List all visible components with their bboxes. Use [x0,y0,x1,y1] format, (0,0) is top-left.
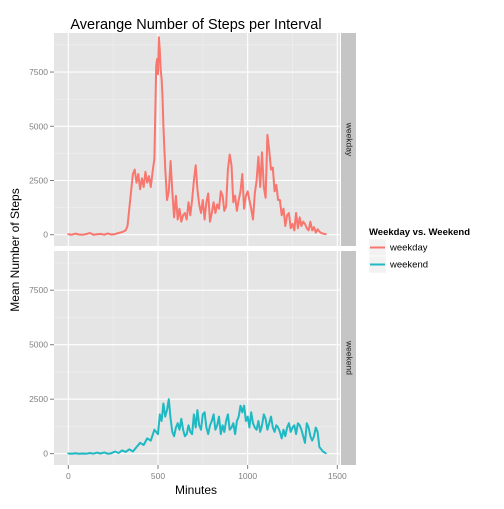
facet-panel-weekend: weekend [54,251,356,465]
legend-title: Weekday vs. Weekend [369,227,470,238]
x-axis: 0 500 1000 1500 [66,465,347,481]
x-tick-label: 1000 [238,471,257,481]
legend-label-weekday: weekday [389,243,428,254]
y-tick-label: 7500 [29,67,48,77]
y-axis-label: Mean Number of Steps [8,188,22,311]
y-tick-label: 2500 [29,394,48,404]
chart-title: Averange Number of Steps per Interval [70,17,321,33]
facet-strip [341,33,356,246]
y-tick-label: 5000 [29,340,48,350]
y-tick-label: 5000 [29,121,48,131]
y-axis: 0 2500 5000 7500 0 2500 5000 7500 [29,67,54,459]
x-tick-label: 500 [151,471,165,481]
facet-panel-weekday: weekday [54,33,356,246]
y-tick-label: 2500 [29,175,48,185]
facet-strip [341,251,356,465]
legend-label-weekend: weekend [389,260,428,271]
facet-strip-label: weekend [344,340,354,375]
x-tick-label: 1500 [328,471,347,481]
x-axis-label: Minutes [175,483,217,497]
y-tick-label: 0 [43,230,48,240]
series-line-weekday [67,36,327,236]
y-tick-label: 0 [43,449,48,459]
series-line-weekend [67,398,327,455]
y-tick-label: 7500 [29,285,48,295]
legend: Weekday vs. Weekend weekday weekend [368,227,470,274]
x-tick-label: 0 [66,471,71,481]
facet-strip-label: weekday [344,122,354,157]
